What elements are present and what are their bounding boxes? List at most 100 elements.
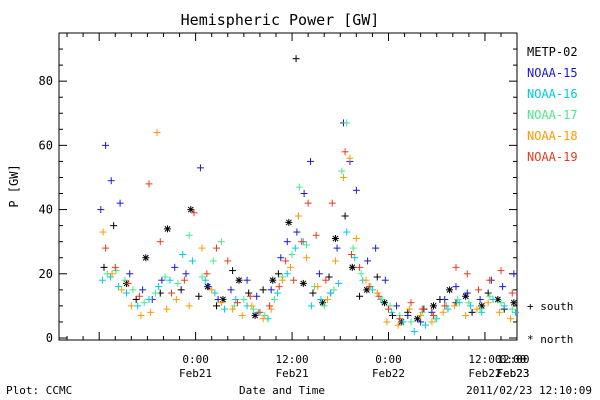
data-point	[372, 244, 380, 252]
data-point	[327, 289, 335, 297]
data-point	[163, 305, 171, 313]
data-point	[373, 273, 381, 281]
data-point	[142, 254, 150, 262]
data-point	[346, 154, 354, 162]
data-point	[217, 238, 225, 246]
data-point	[373, 289, 381, 297]
data-point	[428, 318, 436, 326]
data-point	[375, 292, 383, 300]
data-point	[454, 295, 462, 303]
data-point	[269, 276, 277, 284]
data-point	[468, 308, 476, 316]
data-point	[376, 295, 384, 303]
data-point	[380, 299, 388, 307]
data-point	[266, 302, 274, 310]
data-point	[98, 276, 106, 284]
data-point	[145, 295, 153, 303]
legend: METP-02 NOAA-15 NOAA-16 NOAA-17 NOAA-18 NOAA-…	[527, 45, 578, 164]
data-point	[335, 279, 343, 287]
data-point	[145, 180, 153, 188]
x-tick-labels: 0:00Feb2112:00Feb210:00Feb2212:00Feb220:…	[179, 353, 530, 380]
data-point	[108, 270, 116, 278]
data-point	[235, 276, 243, 284]
data-point	[151, 289, 159, 297]
data-point	[118, 286, 126, 294]
data-point	[213, 302, 221, 310]
data-point	[348, 251, 356, 259]
data-point	[322, 276, 330, 284]
data-point	[283, 238, 291, 246]
data-point	[187, 206, 195, 214]
data-point	[291, 244, 299, 252]
data-point	[243, 276, 251, 284]
data-point	[441, 295, 449, 303]
data-point	[111, 263, 119, 271]
x-tick-time-label: 12:00	[275, 353, 308, 366]
x-tick-date-label: Feb23	[496, 367, 529, 380]
data-point	[418, 305, 426, 313]
data-point	[463, 289, 471, 297]
data-point	[166, 276, 174, 284]
data-point	[161, 273, 169, 281]
data-point	[413, 315, 421, 323]
data-point	[495, 308, 503, 316]
data-point	[102, 141, 110, 149]
x-tick-date-label: Feb23	[496, 367, 529, 380]
data-point	[97, 206, 105, 214]
data-point	[478, 308, 486, 316]
data-point	[466, 302, 474, 310]
data-point	[137, 312, 145, 320]
data-point	[211, 289, 219, 297]
data-point	[221, 305, 229, 313]
data-point	[180, 276, 188, 284]
data-point	[444, 305, 452, 313]
data-point	[450, 302, 458, 310]
data-point	[172, 295, 180, 303]
data-point	[158, 276, 166, 284]
data-point	[132, 295, 140, 303]
data-point	[198, 273, 206, 281]
data-point	[153, 129, 161, 137]
data-point	[307, 302, 315, 310]
data-point	[288, 251, 296, 259]
x-tick-time-label: 12:00	[496, 353, 529, 366]
data-point	[341, 212, 349, 220]
data-point	[473, 305, 481, 313]
legend-entry: NOAA-15	[527, 66, 578, 80]
x-axis-label: Date and Time	[239, 384, 325, 397]
data-point	[285, 218, 293, 226]
marker-legend-south: + south	[527, 300, 573, 313]
data-point	[303, 254, 311, 262]
data-point	[364, 257, 372, 265]
data-point	[278, 276, 286, 284]
data-point	[232, 295, 240, 303]
data-point	[486, 292, 494, 300]
data-point	[383, 318, 391, 326]
data-point	[198, 244, 206, 252]
data-point	[381, 276, 389, 284]
data-point	[362, 276, 370, 284]
data-point	[293, 228, 301, 236]
data-point	[224, 257, 232, 265]
data-point	[286, 263, 294, 271]
data-point	[283, 270, 291, 278]
data-point	[155, 283, 163, 291]
data-point	[428, 308, 436, 316]
data-point	[282, 257, 290, 265]
data-point	[508, 305, 516, 313]
data-point	[462, 292, 470, 300]
data-point	[352, 234, 360, 242]
data-point	[304, 199, 312, 207]
data-point	[246, 292, 254, 300]
data-point	[259, 286, 267, 294]
data-point	[365, 283, 373, 291]
data-point	[208, 286, 216, 294]
data-point	[331, 234, 339, 242]
data-point	[185, 302, 193, 310]
data-point	[510, 270, 518, 278]
data-point	[349, 244, 357, 252]
data-point	[430, 312, 438, 320]
data-point	[140, 299, 148, 307]
data-point	[352, 186, 360, 194]
data-point	[126, 270, 134, 278]
